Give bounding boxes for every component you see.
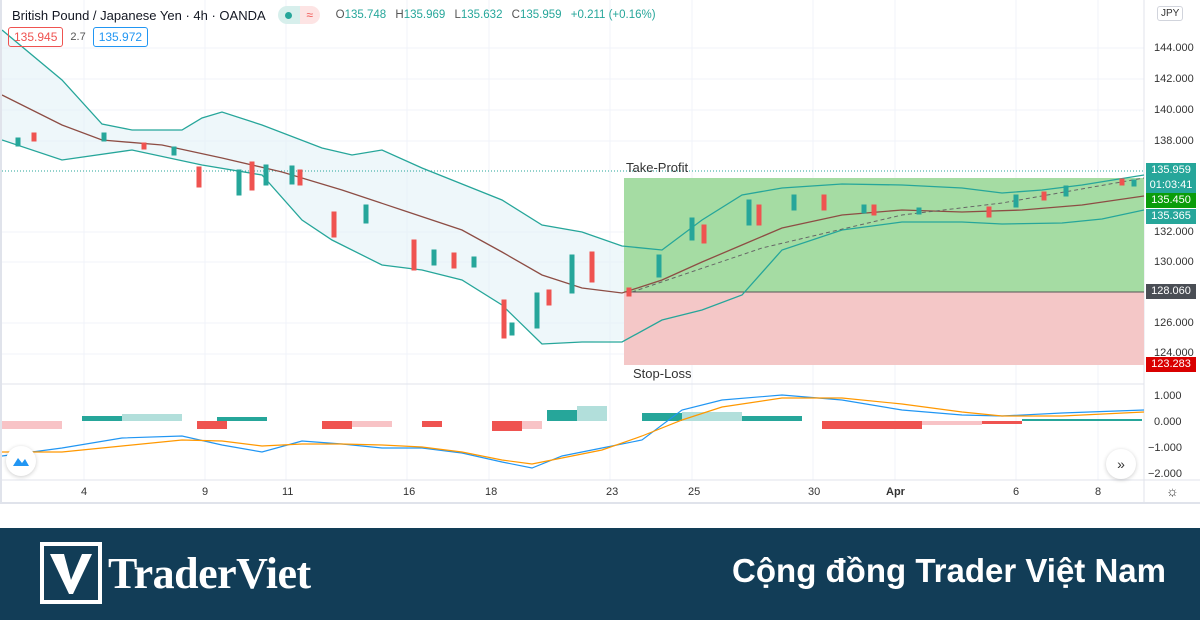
sell-button[interactable]: 135.945 [8,27,64,47]
chart-legend: British Pound / Japanese Yen · 4h · OAND… [12,6,662,24]
chart-canvas[interactable] [2,0,1200,504]
price-tick: 142.000 [1154,73,1194,85]
trade-buttons: 135.945 2.7 135.972 [8,27,149,47]
time-tick: 18 [485,486,498,498]
bb-price-tag: 135.365 [1146,209,1196,224]
time-tick: 25 [688,486,701,498]
price-tick: 126.000 [1154,317,1194,329]
price-tick: 130.000 [1154,256,1194,268]
macd-tick: −2.000 [1148,468,1182,480]
macd-tick: 1.000 [1154,390,1182,402]
time-tick: 4 [81,486,88,498]
tradingview-logo-button[interactable] [6,446,36,476]
last-price-tag: 135.959 [1146,163,1196,178]
macd-tick: 0.000 [1154,416,1182,428]
price-tick: 138.000 [1154,135,1194,147]
double-chevron-right-icon: » [1117,456,1125,472]
status-badge[interactable]: ≈ [277,6,320,24]
entry-price-tag: 128.060 [1146,284,1196,299]
time-tick: 9 [202,486,209,498]
market-open-icon [277,6,300,24]
price-tick: 144.000 [1154,42,1194,54]
brand-name: TraderViet [108,548,311,598]
price-tick: 140.000 [1154,104,1194,116]
chart-area[interactable]: British Pound / Japanese Yen · 4h · OAND… [0,0,1200,504]
logo-v-icon [40,542,102,604]
stop-price-tag: 123.283 [1146,357,1196,372]
brand-footer: TraderViet Cộng đồng Trader Việt Nam [0,528,1200,620]
time-tick: 23 [606,486,619,498]
countdown-tag: 01:03:41 [1146,178,1196,193]
take-profit-zone [624,178,1144,292]
time-tick: 6 [1013,486,1020,498]
spread-value: 2.7 [70,31,86,43]
target-price-tag: 135.450 [1146,193,1196,208]
stop-loss-label: Stop-Loss [633,366,692,381]
take-profit-label: Take-Profit [626,160,689,175]
buy-button[interactable]: 135.972 [92,27,149,47]
time-tick: 11 [282,486,294,498]
brand-logo: TraderViet [40,542,311,604]
macd-tick: −1.000 [1148,442,1182,454]
time-tick: Apr [886,486,905,498]
delayed-data-icon: ≈ [299,6,320,24]
price-tick: 132.000 [1154,226,1194,238]
currency-label[interactable]: JPY [1157,6,1184,21]
symbol-title[interactable]: British Pound / Japanese Yen · 4h · OAND… [12,7,266,23]
time-tick: 16 [403,486,416,498]
price-tick: 124.000 [1154,347,1194,359]
ohlc-values: O135.748 H135.969 L135.632 C135.959 +0.2… [335,9,656,21]
scroll-to-realtime-button[interactable]: » [1106,449,1136,479]
brand-tagline: Cộng đồng Trader Việt Nam [732,552,1166,589]
change-value: +0.211 (+0.16%) [570,9,656,21]
time-tick: 30 [808,486,821,498]
settings-gear-icon[interactable]: ☼ [1166,483,1179,499]
stop-loss-zone [624,292,1144,365]
time-tick: 8 [1095,486,1102,498]
